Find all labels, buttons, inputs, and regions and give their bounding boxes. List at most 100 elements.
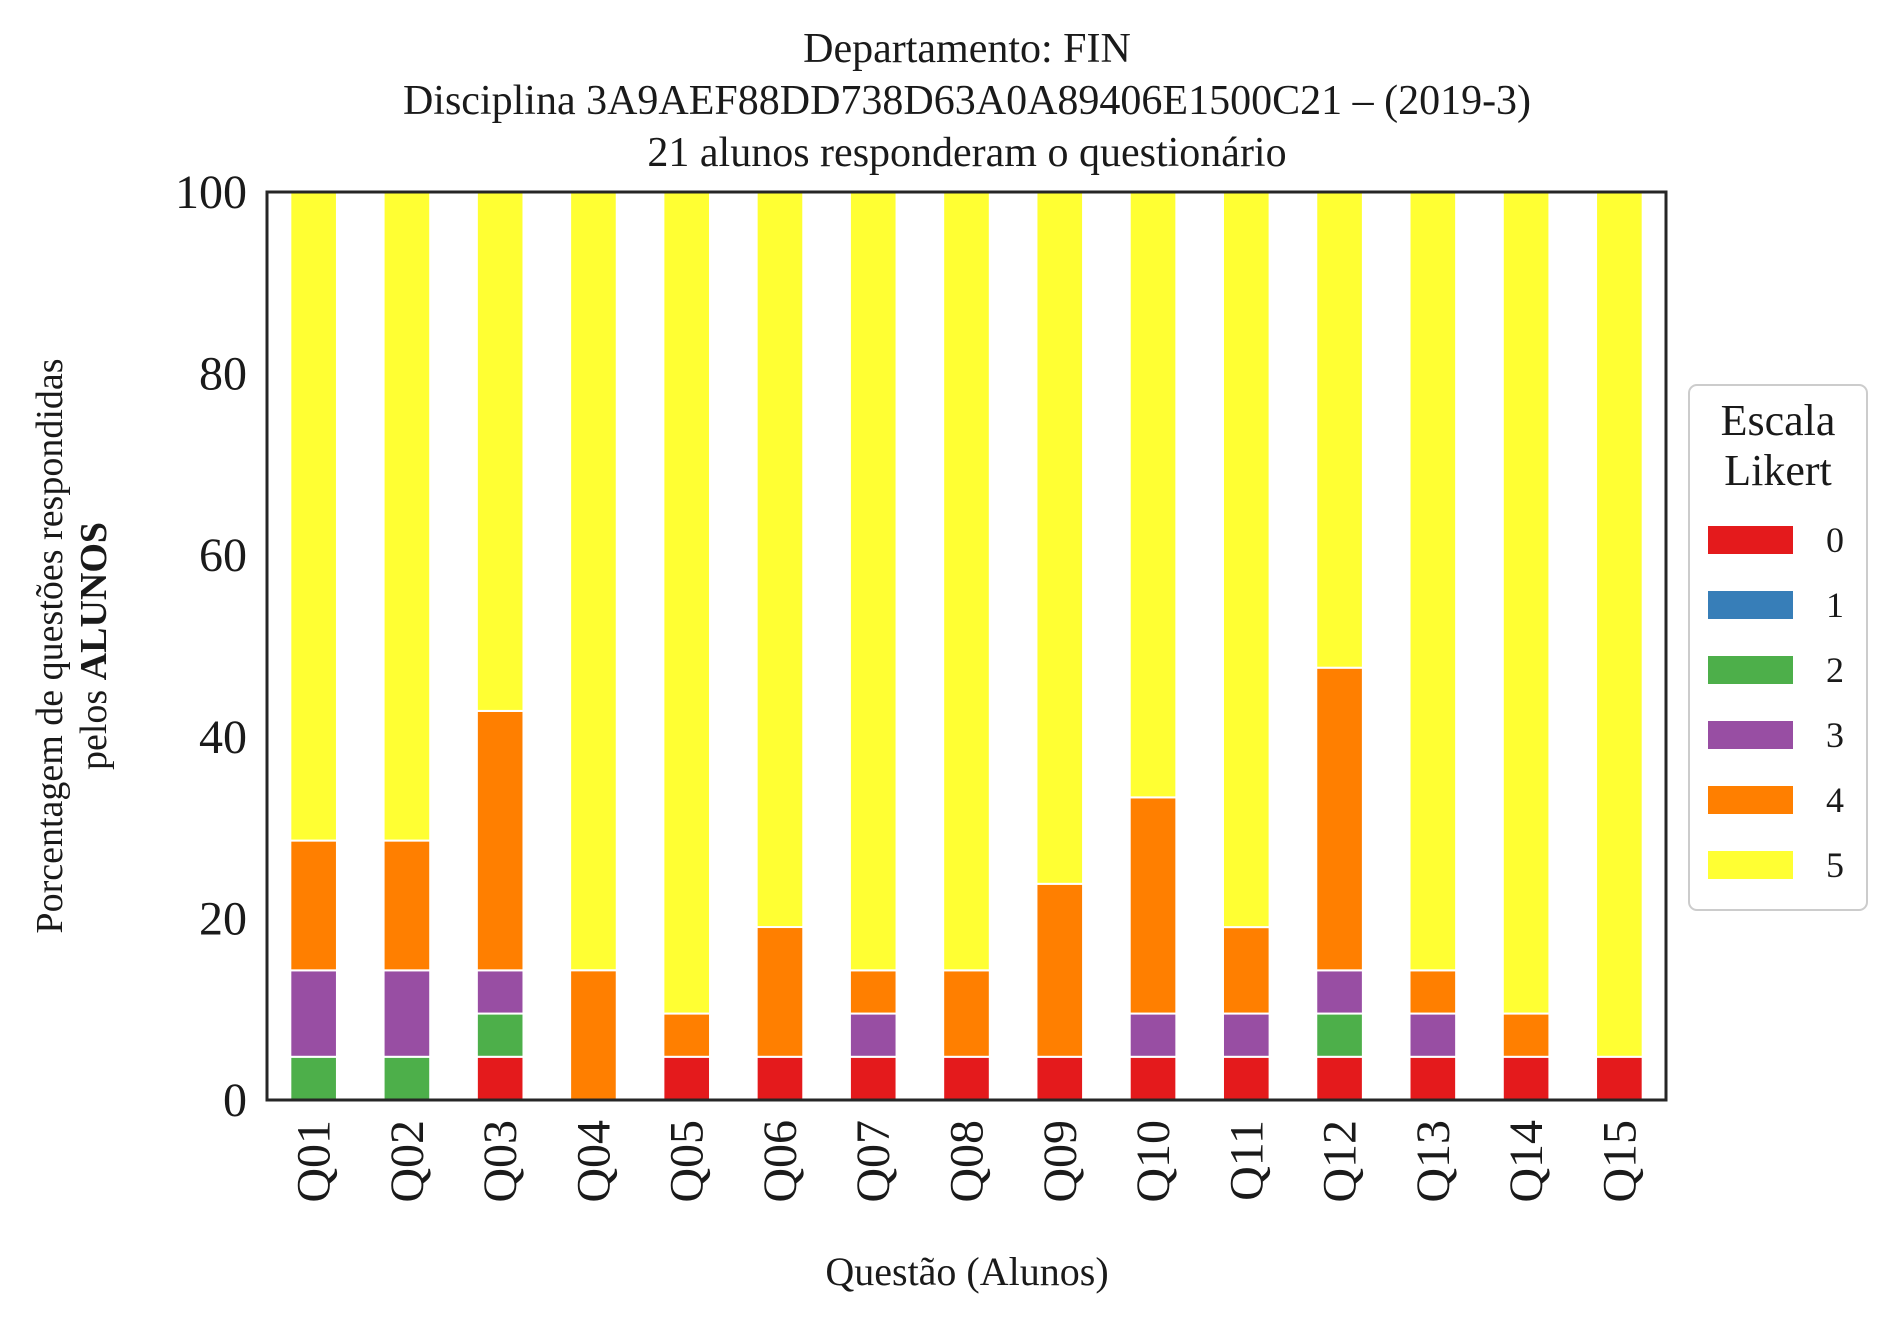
x-tick-label-q14: Q14 [1500,1120,1553,1203]
bar-q10-likert-4 [1128,796,1178,1015]
bar-q04-likert-4 [569,969,618,1102]
y-axis-label: Porcentagem de questões respondidas pelo… [29,358,115,933]
bar-q09-likert-0 [1035,1055,1085,1101]
x-tick-label-q05: Q05 [661,1120,714,1203]
bar-q11-likert-4 [1221,926,1271,1015]
bar-q02-likert-4 [382,839,432,972]
y-axis-label-line-2-bold: ALUNOS [73,522,115,680]
bar-q08-likert-4 [942,969,991,1058]
legend-swatch-5 [1708,851,1793,879]
bar-q07-likert-3 [848,1012,898,1058]
x-tick-label-q07: Q07 [847,1120,900,1203]
bar-q05-likert-0 [662,1055,712,1101]
bar-q03-likert-3 [475,969,525,1015]
legend-label-2: 2 [1826,650,1844,690]
bar-q03-likert-4 [475,709,525,972]
legend-label-0: 0 [1826,520,1844,560]
bar-q05-likert-4 [662,1012,712,1058]
bar-q13-likert-0 [1408,1055,1458,1101]
bar-q10-likert-3 [1128,1012,1178,1058]
legend-swatch-1 [1708,591,1793,619]
legend-label-4: 4 [1826,780,1844,820]
legend-title-line-2: Likert [1724,446,1832,495]
bar-q12-likert-0 [1315,1055,1364,1101]
bar-q02-likert-5 [382,191,432,842]
x-axis-label: Questão (Alunos) [825,1249,1108,1294]
bar-q09-likert-5 [1035,191,1085,885]
bar-q07-likert-5 [848,191,898,972]
bar-q12-likert-2 [1315,1012,1364,1058]
bar-q10-likert-5 [1128,191,1178,799]
legend-swatch-0 [1708,526,1793,554]
x-tick-label-q04: Q04 [567,1120,620,1203]
legend-box [1688,384,1868,911]
x-tick-label-q13: Q13 [1407,1120,1460,1203]
bar-q03-likert-2 [475,1012,525,1058]
legend-label-5: 5 [1826,845,1844,885]
bar-q11-likert-3 [1221,1012,1271,1058]
y-tick-label-0: 0 [223,1074,247,1127]
bar-q13-likert-4 [1408,969,1458,1015]
bar-q06-likert-0 [755,1055,805,1101]
x-tick-label-q11: Q11 [1220,1120,1273,1201]
legend-swatch-3 [1708,721,1793,749]
y-tick-label-20: 20 [199,892,247,945]
bar-q02-likert-3 [382,969,432,1058]
legend-items: 0 1 2 3 4 5 [1708,520,1844,885]
chart-title-line-2: Disciplina 3A9AEF88DD738D63A0A89406E1500… [403,78,1531,124]
bar-q03-likert-5 [475,191,525,712]
y-axis-label-line-1: Porcentagem de questões respondidas [29,358,71,933]
y-axis-label-line-2-prefix: pelos [73,680,115,770]
x-axis-ticks: Q01 Q02 Q03 Q04 Q05 Q06 Q07 Q08 Q09 Q10 Q11 Q12 Q13 Q… [288,1120,1647,1203]
bar-q01-likert-5 [289,191,338,842]
bar-q09-likert-4 [1035,882,1085,1058]
bar-q05-likert-5 [662,191,712,1015]
bar-q06-likert-5 [755,191,805,929]
chart-title-line-3: 21 alunos responderam o questionário [647,130,1286,176]
legend-label-1: 1 [1826,585,1844,625]
legend: Escala Likert 0 1 2 3 4 5 [1688,384,1868,911]
bar-q10-likert-0 [1128,1055,1178,1101]
bar-q11-likert-0 [1221,1055,1271,1101]
y-axis-label-line-2: pelos ALUNOS [73,522,115,770]
y-axis-ticks: 0 20 40 60 80 100 [175,166,247,1127]
y-tick-label-60: 60 [199,529,247,582]
bar-q07-likert-0 [848,1055,898,1101]
bar-q02-likert-2 [382,1055,432,1101]
x-tick-label-q12: Q12 [1314,1120,1367,1203]
legend-label-3: 3 [1826,715,1844,755]
bar-q01-likert-3 [289,969,338,1058]
bar-q08-likert-0 [942,1055,991,1101]
bar-q01-likert-4 [289,839,338,972]
bar-q06-likert-4 [755,926,805,1058]
legend-title-line-1: Escala [1721,396,1836,445]
x-tick-label-q02: Q02 [381,1120,434,1203]
bar-q14-likert-4 [1501,1012,1551,1058]
bar-q13-likert-5 [1408,191,1458,972]
legend-swatch-4 [1708,786,1793,814]
bar-q08-likert-5 [942,191,991,972]
x-tick-label-q03: Q03 [474,1120,527,1203]
bar-q12-likert-4 [1315,666,1364,972]
y-tick-label-40: 40 [199,711,247,764]
bar-q04-likert-5 [569,191,618,972]
x-tick-label-q09: Q09 [1034,1120,1087,1203]
bar-q11-likert-5 [1221,191,1271,929]
x-tick-label-q10: Q10 [1127,1120,1180,1203]
legend-swatch-2 [1708,656,1793,684]
bar-q15-likert-5 [1595,191,1644,1058]
x-tick-label-q08: Q08 [941,1120,994,1203]
bar-q14-likert-5 [1501,191,1551,1015]
bars-group [289,191,1644,1102]
bar-q15-likert-0 [1595,1055,1644,1101]
y-tick-label-80: 80 [199,348,247,401]
bar-q12-likert-3 [1315,969,1364,1015]
x-tick-label-q15: Q15 [1593,1120,1646,1203]
bar-q12-likert-5 [1315,191,1364,669]
x-tick-label-q01: Q01 [288,1120,341,1203]
bar-q14-likert-0 [1501,1055,1551,1101]
bar-q13-likert-3 [1408,1012,1458,1058]
bar-q07-likert-4 [848,969,898,1015]
bar-q03-likert-0 [475,1055,525,1101]
